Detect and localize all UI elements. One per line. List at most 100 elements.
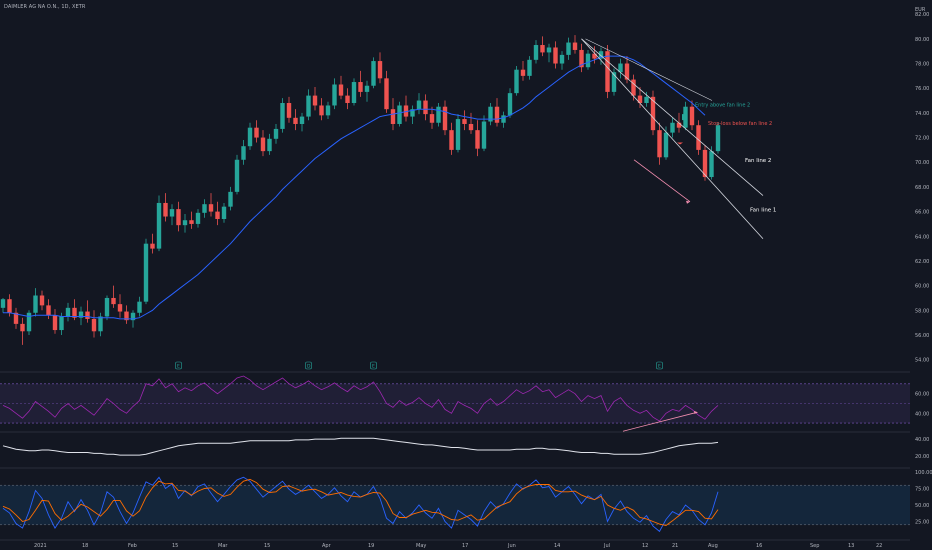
candle-body [377, 61, 383, 79]
stoch-tick-label: 75.00 [915, 487, 929, 493]
stoch-tick-label: 25.00 [915, 520, 929, 526]
candle-body [527, 59, 532, 76]
rsi-divergence-arrowhead [694, 410, 698, 414]
projection-arrow-line [633, 159, 691, 203]
candle-body [137, 301, 142, 313]
x-tick-label: 13 [848, 543, 854, 549]
candle-body [553, 47, 558, 64]
fan-line-2-label: Fan line 2 [745, 158, 771, 164]
x-tick-label: 18 [82, 543, 88, 549]
rsi-tick-label: 40.00 [915, 411, 929, 417]
currency-label: EUR [915, 7, 926, 13]
candle-body [657, 130, 662, 158]
candle-body [598, 51, 604, 59]
candle-body [104, 297, 110, 317]
entry-annotation: Entry above fan line 2 [695, 103, 750, 109]
x-tick-label: Sep [810, 543, 819, 549]
stop-annotation: Stop-loss below fan line 2 [708, 121, 772, 127]
candle-body [293, 117, 298, 124]
candle-body [247, 127, 253, 147]
price-tick-label: 66.00 [915, 210, 929, 216]
candle-body [429, 114, 435, 123]
candle-body [286, 103, 292, 118]
candle-body [702, 149, 708, 178]
candle-body [306, 95, 311, 117]
candle-body [585, 53, 591, 68]
candle-body [150, 243, 155, 249]
x-tick-label: Apr [322, 543, 332, 549]
x-tick-label: Feb [128, 543, 137, 549]
candle-body [156, 202, 162, 249]
candle-body [221, 206, 227, 219]
price-tick-label: 60.00 [915, 284, 929, 290]
x-tick-label: 12 [642, 543, 648, 549]
candle-body [384, 78, 389, 110]
candle-body [241, 146, 246, 160]
candle-body [605, 51, 610, 92]
candle-body [143, 243, 149, 302]
earnings-marker-label: E [372, 364, 375, 370]
x-tick-label: 14 [554, 543, 560, 549]
candle-body [566, 42, 571, 55]
candle-body [215, 211, 220, 219]
candle-body [410, 109, 415, 117]
candle-body [98, 316, 103, 332]
price-tick-label: 54.00 [915, 358, 929, 364]
candle-body [631, 79, 636, 96]
earnings-marker [175, 361, 182, 370]
candle-body [351, 82, 357, 104]
candle-body [33, 295, 38, 313]
candle-body [592, 53, 597, 59]
rsi-divergence-line [622, 411, 698, 432]
price-tick-label: 78.00 [915, 62, 929, 68]
candle-body [533, 45, 539, 60]
earnings-marker [370, 361, 377, 370]
x-tick-label: May [416, 543, 426, 549]
oscillator-tick-label: 20.00 [915, 454, 929, 460]
x-tick-label: Mar [218, 543, 228, 549]
candle-body [715, 125, 721, 152]
price-tick-label: 68.00 [915, 185, 929, 191]
x-tick-label: 17 [462, 543, 468, 549]
candle-body [208, 204, 214, 212]
candle-body [46, 305, 51, 316]
candle-body [624, 63, 630, 80]
earnings-marker [656, 361, 663, 370]
candle-body [39, 295, 45, 306]
candle-body [663, 132, 669, 158]
candle-body [462, 119, 467, 124]
candle-body [7, 299, 12, 313]
candle-body [0, 299, 6, 308]
candle-body [189, 220, 194, 224]
candle-body [442, 106, 448, 131]
candle-body [637, 95, 643, 104]
candle-body [345, 95, 350, 104]
fan-line-1-label: Fan line 1 [750, 208, 776, 214]
candle-body [117, 304, 123, 312]
stop-marker [677, 142, 683, 145]
x-tick-label: 16 [756, 543, 762, 549]
candle-body [494, 106, 500, 123]
moving-average-line [3, 55, 706, 320]
candle-body [540, 45, 545, 53]
candle-body [130, 312, 136, 321]
fan-line-upper [585, 38, 713, 101]
candle-body [273, 128, 279, 139]
candle-body [397, 105, 402, 124]
candle-body [91, 318, 97, 332]
x-tick-label: 19 [368, 543, 374, 549]
x-tick-label: Jul [603, 543, 610, 549]
candle-body [644, 96, 649, 104]
x-tick-label: 15 [264, 543, 270, 549]
price-tick-label: 56.00 [915, 333, 929, 339]
candle-body [228, 191, 233, 207]
candle-body [182, 220, 188, 226]
candle-body [111, 297, 116, 305]
x-tick-label: 21 [672, 543, 678, 549]
candle-body [676, 122, 682, 128]
candle-body [696, 125, 701, 150]
earnings-marker-label: E [177, 364, 180, 370]
x-tick-label: 2021 [34, 543, 47, 549]
candle-body [26, 312, 32, 332]
